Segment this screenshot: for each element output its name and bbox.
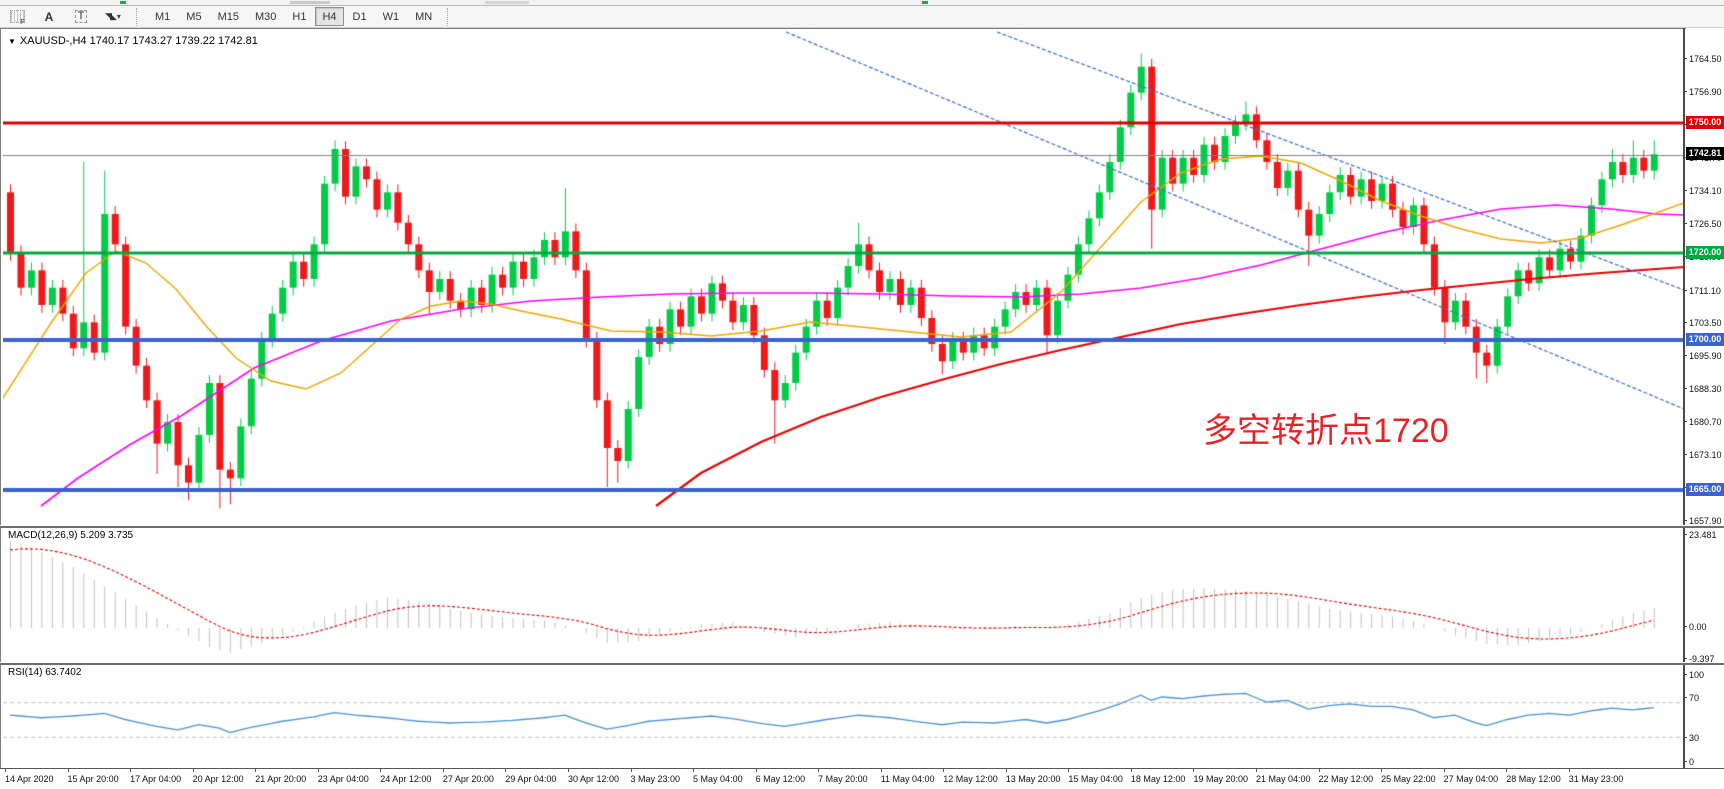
timeframe-button-mn[interactable]: MN <box>415 10 433 23</box>
time-label: 6 May 12:00 <box>755 768 806 784</box>
timeframe-button-m15[interactable]: M15 <box>217 10 239 23</box>
text-box-tool-icon[interactable]: T <box>66 7 96 27</box>
chart-toolbar: F A T ◥◣ ▾ M1 M5 M15 M30 H1 H4 D1 W1 MN <box>0 6 1724 28</box>
price-badge: 1720.00 <box>1686 246 1724 259</box>
axis-tick-label: 70 <box>1682 693 1700 703</box>
timeframe-button-m5[interactable]: M5 <box>186 10 202 23</box>
axis-tick-label: -9.397 <box>1683 654 1715 664</box>
time-label: 19 May 20:00 <box>1193 768 1248 784</box>
time-label: 15 Apr 20:00 <box>67 768 119 784</box>
axis-tick-label: 1764.50 <box>1683 54 1722 64</box>
price-badge: 1750.00 <box>1686 116 1724 129</box>
time-label: 3 May 23:00 <box>630 768 681 784</box>
chart-title: ▼ XAUUSD-,H4 1740.17 1743.27 1739.22 1742… <box>8 35 258 47</box>
time-axis[interactable]: 14 Apr 2020 15 Apr 20:00 17 Apr 04:00 20 Ap… <box>0 768 1724 789</box>
chart-shift-icon[interactable]: F <box>2 7 32 27</box>
axis-tick-label: 1734.10 <box>1683 186 1722 196</box>
pane-resize-separator[interactable] <box>0 525 1724 528</box>
timeframe-button-m1[interactable]: M1 <box>155 10 171 23</box>
chart-annotation-text: 多空转折点1720 <box>1203 412 1449 450</box>
macd-indicator-canvas[interactable] <box>3 528 1684 663</box>
time-label: 14 Apr 2020 <box>5 768 54 784</box>
grid-icon: F <box>9 10 25 26</box>
collapse-triangle-icon: ▼ <box>8 37 16 46</box>
time-label: 27 May 04:00 <box>1443 768 1499 784</box>
price-chart-canvas[interactable] <box>3 31 1684 526</box>
rsi-indicator-canvas[interactable] <box>3 665 1684 769</box>
timeframe-button-m30[interactable]: M30 <box>254 10 277 23</box>
time-label: 13 May 20:00 <box>1005 768 1061 784</box>
time-label: 22 May 12:00 <box>1318 768 1374 784</box>
axis-tick-label: 1688.30 <box>1683 384 1722 394</box>
time-label: 30 Apr 12:00 <box>567 768 619 784</box>
time-label: 25 May 22:00 <box>1381 768 1436 784</box>
time-label: 29 Apr 04:00 <box>505 768 557 784</box>
time-label: 21 May 04:00 <box>1256 768 1311 784</box>
axis-tick-label: 30 <box>1682 733 1700 743</box>
text-label-tool-icon[interactable]: A <box>44 9 54 24</box>
axis-tick-label: 1756.90 <box>1683 87 1722 97</box>
timeframe-button-d1[interactable]: D1 <box>352 10 367 23</box>
axis-tick-label: 1711.10 <box>1683 286 1721 296</box>
time-label: 17 Apr 04:00 <box>130 768 182 784</box>
axis-tick-label: 23.481 <box>1683 530 1717 540</box>
time-label: 24 Apr 12:00 <box>380 768 432 784</box>
price-badge: 1742.81 <box>1686 147 1724 160</box>
time-label: 15 May 04:00 <box>1068 768 1123 784</box>
price-axis[interactable]: 1764.501756.901749.301741.701734.101726.… <box>1682 28 1724 768</box>
axis-tick-label: 1673.10 <box>1683 450 1722 460</box>
symbol-ohlc-text: XAUUSD-,H4 1740.17 1743.27 1739.22 1742.… <box>19 35 258 47</box>
clipped-upper-toolbar <box>0 0 1724 6</box>
macd-label: MACD(12,26,9) 5.209 3.735 <box>8 530 134 541</box>
timeframe-button-group: M1 M5 M15 M30 H1 H4 D1 W1 MN <box>148 7 439 26</box>
shapes-tool-icon[interactable]: ◥◣ ▾ <box>105 11 121 21</box>
time-label: 31 May 23:00 <box>1568 768 1624 784</box>
time-label: 11 May 04:00 <box>880 768 935 784</box>
timeframe-button-w1[interactable]: W1 <box>382 10 400 23</box>
rsi-label: RSI(14) 63.7402 <box>8 667 82 678</box>
time-label: 27 Apr 20:00 <box>442 768 494 784</box>
time-label: 23 Apr 04:00 <box>317 768 369 784</box>
axis-tick-label: 1680.70 <box>1683 417 1722 427</box>
time-label: 12 May 12:00 <box>943 768 998 784</box>
axis-tick-label: 1695.90 <box>1683 351 1722 361</box>
timeframe-button-h4[interactable]: H4 <box>315 7 344 26</box>
price-badge: 1700.00 <box>1686 333 1724 346</box>
pane-resize-separator[interactable] <box>0 662 1724 665</box>
timeframe-button-h1[interactable]: H1 <box>292 10 307 23</box>
time-label: 18 May 12:00 <box>1130 768 1186 784</box>
time-label: 28 May 12:00 <box>1506 768 1561 784</box>
axis-tick-label: 1703.50 <box>1683 318 1722 328</box>
dropdown-caret-icon: ▾ <box>116 12 121 21</box>
time-label: 20 Apr 12:00 <box>192 768 244 784</box>
time-label: 21 Apr 20:00 <box>255 768 307 784</box>
price-badge: 1665.00 <box>1686 483 1724 496</box>
axis-border-line <box>1683 28 1685 768</box>
time-label: 5 May 04:00 <box>693 768 743 784</box>
toolbar-separator <box>136 7 142 26</box>
chart-window <box>0 28 1724 789</box>
axis-tick-label: 0 <box>1682 757 1695 767</box>
axis-tick-label: 1657.90 <box>1683 516 1722 526</box>
time-label: 7 May 20:00 <box>818 768 868 784</box>
toolbar-separator <box>447 7 453 26</box>
axis-tick-label: 100 <box>1682 670 1705 680</box>
axis-tick-label: 1726.50 <box>1683 219 1722 229</box>
axis-tick-label: 0.00 <box>1683 622 1707 632</box>
